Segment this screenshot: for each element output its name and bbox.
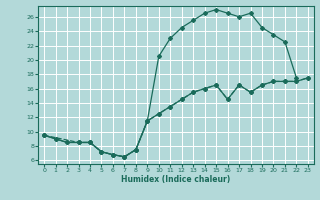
X-axis label: Humidex (Indice chaleur): Humidex (Indice chaleur) [121,175,231,184]
